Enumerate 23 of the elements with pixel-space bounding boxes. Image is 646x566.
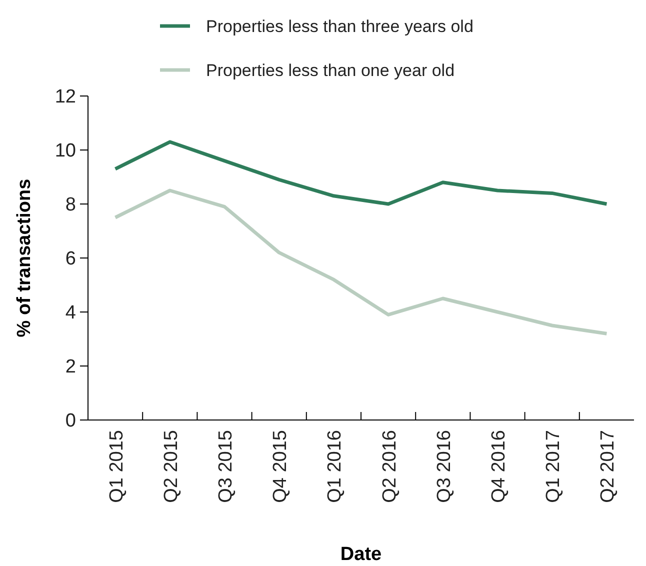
x-tick-label: Q4 2015 [270, 430, 292, 503]
y-tick-label: 12 [54, 86, 76, 108]
x-tick-label: Q1 2015 [106, 430, 128, 503]
y-axis-title: % of transactions [14, 178, 35, 338]
x-axis-title: Date [340, 544, 382, 565]
x-tick-label: Q2 2016 [379, 430, 400, 503]
line-series [114, 188, 608, 336]
x-tick-label: Q2 2017 [598, 430, 619, 503]
y-tick-label: 10 [54, 140, 76, 162]
x-tick-label: Q3 2016 [434, 430, 455, 503]
x-tick-label: Q3 2015 [216, 430, 236, 503]
y-tick-label: 0 [65, 410, 76, 432]
legend-label: Properties less than one year old [206, 60, 455, 80]
y-tick-label: 4 [65, 302, 76, 324]
y-tick-label: 6 [65, 248, 76, 270]
legend-label: Properties less than three years old [206, 16, 474, 36]
x-tick-label: Q2 2015 [160, 430, 182, 503]
line-series [114, 140, 608, 206]
y-tick-label: 2 [65, 356, 76, 378]
x-tick-label: Q1 2017 [543, 430, 564, 503]
x-tick-label: Q4 2016 [488, 430, 510, 503]
y-tick-label: 8 [65, 194, 76, 216]
x-tick-label: Q1 2016 [324, 430, 346, 503]
